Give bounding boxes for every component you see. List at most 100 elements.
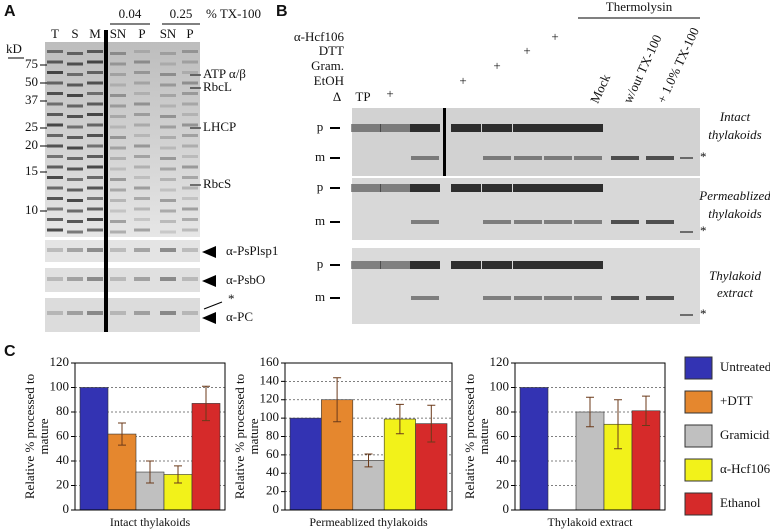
gel-band — [160, 188, 176, 192]
plus-mark: + — [459, 73, 466, 88]
y-tick-label: 80 — [56, 403, 69, 418]
blot-band — [67, 277, 83, 281]
blot-band — [67, 248, 83, 252]
y-tick-label: 60 — [266, 446, 279, 461]
gel-band — [482, 124, 512, 132]
gel-band — [134, 71, 150, 74]
star: * — [228, 291, 235, 306]
gel-band — [47, 113, 63, 116]
mw-label: 15 — [25, 163, 38, 178]
legend-label: +DTT — [720, 393, 753, 408]
gel-band — [160, 73, 176, 76]
legend-swatch — [684, 492, 713, 516]
gel-band — [646, 220, 674, 224]
gel-band — [574, 296, 602, 300]
gel-band — [47, 228, 63, 232]
bar — [289, 417, 322, 511]
gel-band — [87, 123, 103, 127]
lane-label: Mock — [587, 71, 614, 105]
plot-frame — [514, 362, 666, 511]
gel-band — [87, 165, 103, 169]
gel-band — [67, 188, 83, 192]
gel-side-label: extract — [717, 285, 753, 300]
gel-band — [110, 188, 126, 192]
mw-label: 10 — [25, 202, 38, 217]
gel-band — [110, 52, 126, 55]
gel-band — [47, 155, 63, 158]
gel-band — [110, 199, 126, 202]
blot-band — [182, 311, 198, 315]
gel-band — [134, 113, 150, 116]
y-axis-label: mature — [476, 418, 491, 454]
gel-band — [67, 83, 83, 87]
y-axis-label: Relative % processed to — [22, 374, 37, 499]
mw-label: 50 — [25, 74, 38, 89]
gel-band — [47, 60, 63, 64]
y-tick-label: 0 — [273, 501, 280, 516]
gel-band — [47, 218, 63, 221]
y-tick-label: 0 — [63, 501, 70, 516]
blot-band — [160, 311, 176, 315]
star: * — [700, 223, 707, 238]
blot-band — [67, 311, 83, 315]
gel-band — [110, 146, 126, 150]
gel-band — [513, 184, 543, 192]
gel-band — [67, 167, 83, 171]
bar — [352, 460, 385, 511]
gel-band — [574, 220, 602, 224]
blot-label: α-PsPlsp1 — [226, 243, 278, 258]
gel-band — [543, 124, 573, 132]
gel-band — [87, 176, 103, 179]
gel-band — [47, 144, 63, 148]
y-tick-label: 100 — [490, 378, 510, 393]
gel-band — [67, 209, 83, 213]
gel-band — [482, 184, 512, 192]
gel-band — [160, 157, 176, 160]
star: * — [700, 149, 707, 164]
gel-band — [411, 296, 439, 300]
bar — [107, 433, 137, 511]
lane-label: SN — [160, 26, 177, 41]
gel-band — [47, 102, 63, 106]
gel-band — [611, 220, 639, 224]
gel-band — [47, 197, 63, 200]
lane-label: SN — [110, 26, 127, 41]
y-axis-label: mature — [36, 418, 51, 454]
error-bar — [395, 403, 404, 435]
star: * — [700, 306, 707, 321]
treatment-row: Gram. — [311, 58, 344, 73]
lane-label: P — [138, 26, 145, 41]
gel-band — [134, 81, 150, 85]
divider — [443, 108, 446, 176]
plot-frame — [74, 362, 226, 511]
gel-band — [47, 165, 63, 169]
bar — [519, 387, 549, 511]
gel-band — [47, 176, 63, 179]
gel-band — [380, 261, 410, 269]
band-letter: p — [317, 119, 324, 134]
gel-band — [67, 178, 83, 181]
gel-band — [87, 228, 103, 232]
y-tick-label: 120 — [490, 354, 510, 369]
gel-band — [380, 124, 410, 132]
y-axis-label: mature — [246, 418, 261, 454]
gel-side-label: Intact — [719, 109, 751, 124]
gel-band — [182, 144, 198, 148]
gel-side-label: thylakoids — [708, 206, 761, 221]
gel-band — [134, 218, 150, 221]
gel-band — [134, 144, 150, 148]
blot-band — [110, 248, 126, 252]
bar — [79, 387, 109, 511]
panel-letter: C — [4, 343, 16, 360]
arrowhead — [202, 246, 216, 258]
gel-band — [47, 50, 63, 53]
gel-band — [483, 296, 511, 300]
error-bar — [614, 399, 622, 450]
gel-band — [134, 176, 150, 179]
gel-band — [67, 146, 83, 150]
gel-band — [67, 199, 83, 202]
error-bar — [174, 465, 182, 484]
gel-band — [87, 60, 103, 64]
gel-band — [67, 52, 83, 55]
gel-band — [513, 261, 543, 269]
